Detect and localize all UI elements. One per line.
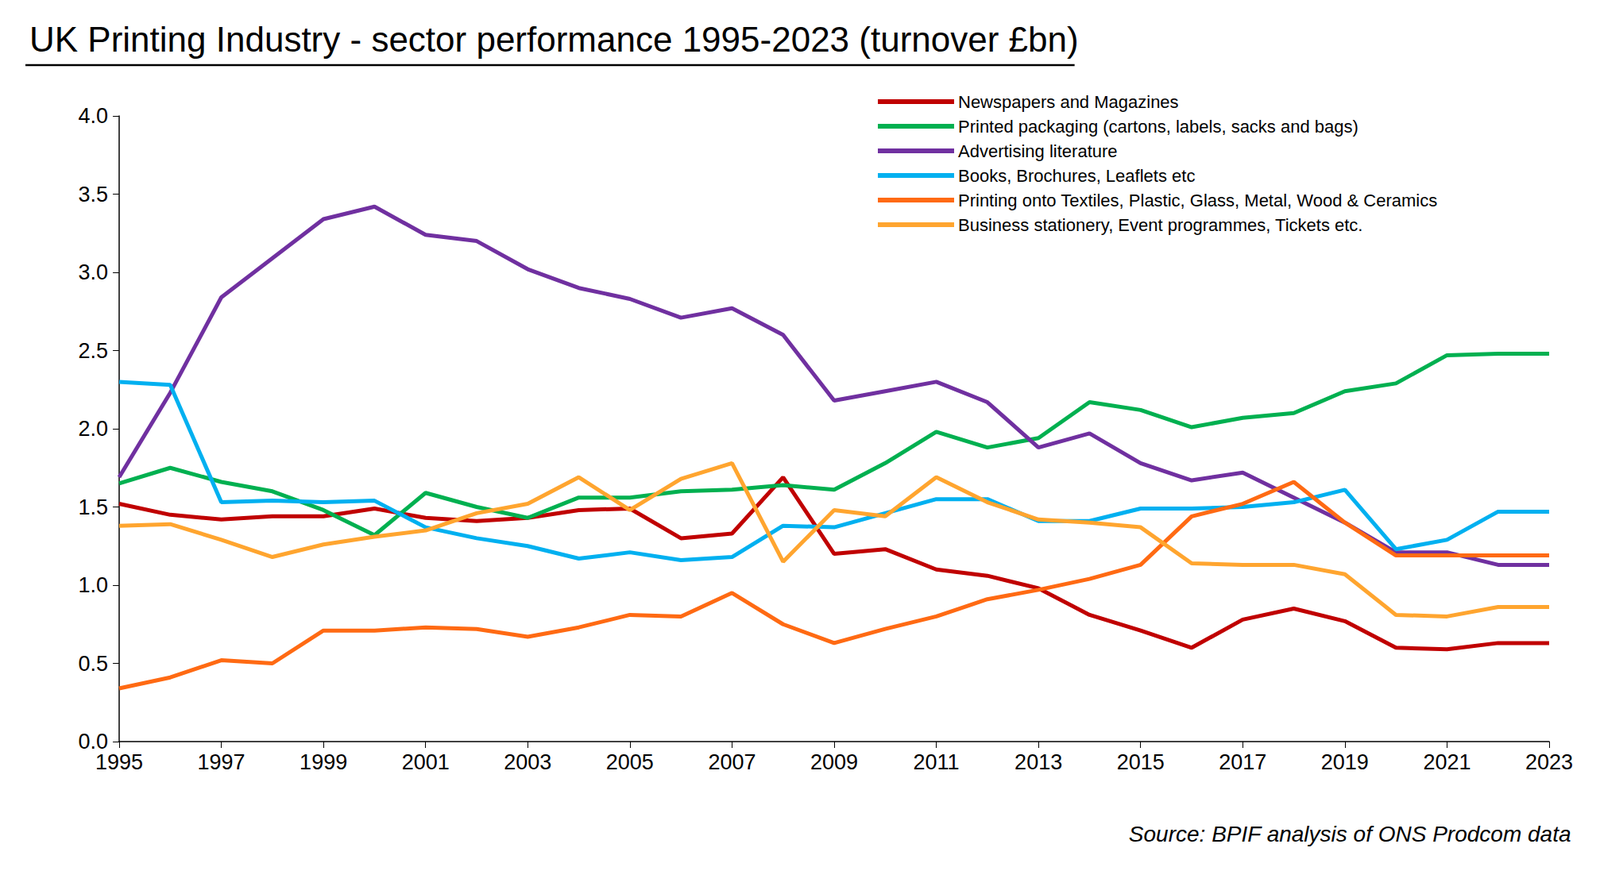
svg-text:Source: BPIF analysis of ONS P: Source: BPIF analysis of ONS Prodcom dat… bbox=[1128, 822, 1572, 847]
svg-text:1999: 1999 bbox=[299, 750, 348, 775]
svg-text:2015: 2015 bbox=[1116, 750, 1165, 775]
svg-text:Printed packaging (cartons, la: Printed packaging (cartons, labels, sack… bbox=[958, 116, 1359, 137]
svg-text:Printing onto Textiles, Plasti: Printing onto Textiles, Plastic, Glass, … bbox=[958, 190, 1438, 211]
svg-text:UK Printing Industry - sector: UK Printing Industry - sector performanc… bbox=[29, 19, 1079, 59]
svg-text:0.0: 0.0 bbox=[78, 730, 109, 754]
svg-text:2011: 2011 bbox=[913, 750, 960, 775]
svg-text:2009: 2009 bbox=[810, 750, 858, 775]
svg-text:1.0: 1.0 bbox=[77, 573, 109, 598]
svg-text:4.0: 4.0 bbox=[77, 104, 109, 128]
svg-text:2001: 2001 bbox=[401, 750, 450, 775]
svg-text:2.5: 2.5 bbox=[77, 339, 109, 364]
svg-text:2021: 2021 bbox=[1422, 750, 1471, 775]
svg-text:Advertising literature: Advertising literature bbox=[958, 141, 1118, 162]
svg-text:2005: 2005 bbox=[606, 750, 654, 775]
svg-text:2007: 2007 bbox=[707, 750, 756, 775]
svg-text:3.0: 3.0 bbox=[77, 260, 109, 285]
svg-text:2019: 2019 bbox=[1321, 750, 1369, 775]
svg-text:2013: 2013 bbox=[1014, 750, 1063, 775]
svg-text:1995: 1995 bbox=[95, 750, 143, 775]
svg-text:1997: 1997 bbox=[197, 750, 246, 775]
svg-text:2.0: 2.0 bbox=[77, 417, 109, 441]
svg-text:2023: 2023 bbox=[1525, 750, 1573, 775]
svg-text:3.5: 3.5 bbox=[77, 182, 109, 207]
svg-text:Business stationery, Event pro: Business stationery, Event programmes, T… bbox=[958, 215, 1363, 236]
svg-text:0.5: 0.5 bbox=[77, 652, 109, 677]
svg-text:1.5: 1.5 bbox=[77, 495, 109, 520]
svg-text:2003: 2003 bbox=[503, 750, 552, 775]
svg-text:2017: 2017 bbox=[1218, 750, 1267, 775]
svg-text:Books, Brochures, Leaflets etc: Books, Brochures, Leaflets etc bbox=[958, 166, 1195, 186]
svg-text:Newspapers and Magazines: Newspapers and Magazines bbox=[958, 92, 1179, 113]
